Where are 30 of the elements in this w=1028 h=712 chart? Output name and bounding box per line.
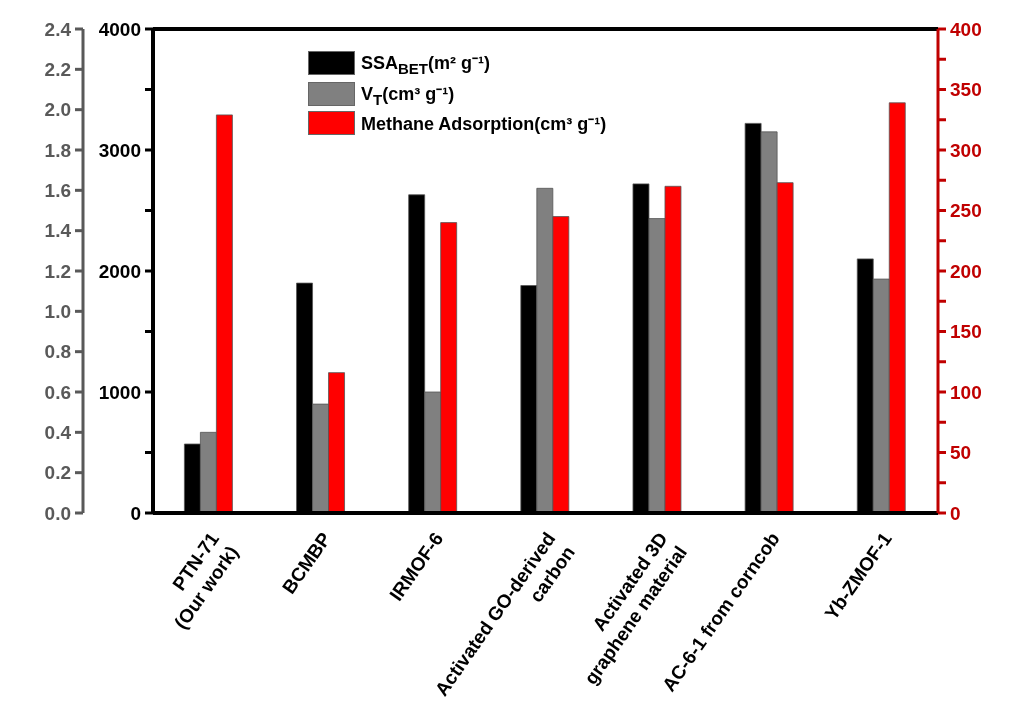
y3-tick-label: 0.4 <box>44 421 72 443</box>
y2-tick-label: 100 <box>950 381 982 403</box>
y3-tick-label: 1.8 <box>44 139 71 161</box>
y3-tick-label: 0.0 <box>44 502 71 524</box>
y3-tick-label: 2.4 <box>44 18 72 40</box>
y3-tick-label: 2.2 <box>44 58 71 80</box>
y2-tick-label: 50 <box>950 442 972 464</box>
legend-label: Methane Adsorption(cm³ g⁻¹) <box>361 113 607 136</box>
y-tick-label: 0 <box>130 502 141 524</box>
y2-tick-label: 300 <box>950 139 982 161</box>
y2-tick-label: 150 <box>950 321 982 343</box>
y3-tick-label: 2.0 <box>44 99 71 121</box>
y3-tick-label: 0.6 <box>44 381 71 403</box>
y-tick-label: 4000 <box>98 18 141 40</box>
y2-tick-label: 0 <box>950 502 961 524</box>
y2-tick-label: 200 <box>950 260 982 282</box>
y2-tick-label: 250 <box>950 200 982 222</box>
legend-label: SSA$_{BET}$(m² g⁻¹) <box>361 52 490 77</box>
y-tick-label: 1000 <box>98 381 141 403</box>
y3-tick-label: 0.2 <box>44 462 71 484</box>
legend-label: V$_{T}$(cm³ g⁻¹) <box>361 82 455 108</box>
y3-tick-label: 1.6 <box>44 179 71 201</box>
y-tick-label: 2000 <box>98 260 141 282</box>
y2-tick-label: 350 <box>950 79 982 101</box>
y3-tick-label: 0.8 <box>44 341 71 363</box>
y-tick-label: 3000 <box>98 139 141 161</box>
y3-tick-label: 1.2 <box>44 260 71 282</box>
y2-tick-label: 400 <box>950 18 982 40</box>
y3-tick-label: 1.0 <box>44 300 71 322</box>
y3-tick-label: 1.4 <box>44 220 72 242</box>
